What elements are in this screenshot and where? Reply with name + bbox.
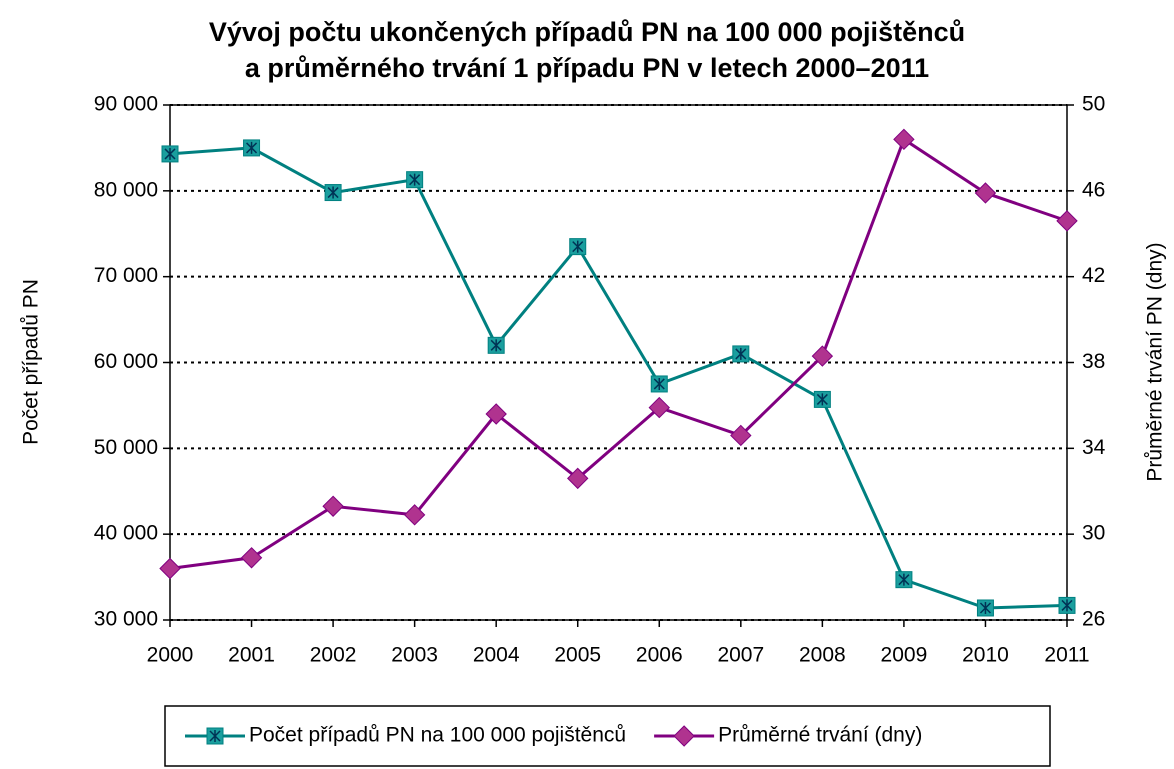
data-point	[650, 375, 668, 393]
x-tick-label: 2011	[1044, 644, 1089, 667]
data-point	[1056, 210, 1078, 232]
marker-star	[898, 573, 910, 586]
data-point	[974, 182, 997, 204]
x-tick-label: 2007	[717, 644, 764, 667]
y-tick-label: 40 000	[94, 522, 158, 545]
plot-frame	[169, 104, 1068, 621]
data-point	[813, 390, 831, 408]
y-tick-label: 60 000	[94, 350, 158, 373]
data-point	[732, 345, 750, 363]
data-point	[324, 184, 342, 202]
data-point	[1058, 596, 1076, 614]
y2-tick-label: 34	[1082, 436, 1106, 459]
y-tick-label: 80 000	[94, 178, 158, 201]
data-point	[240, 547, 263, 569]
y2-tick-label: 26	[1082, 608, 1105, 631]
marker-star	[327, 186, 339, 199]
legend-marker	[206, 727, 224, 745]
y2-tick-label: 42	[1082, 264, 1105, 287]
data-point	[406, 171, 424, 189]
y-tick-label: 50 000	[94, 436, 158, 459]
data-point	[403, 504, 426, 526]
data-point	[243, 139, 261, 157]
data-point	[648, 396, 670, 419]
y2-tick-label: 46	[1082, 178, 1105, 201]
marker-star	[490, 339, 502, 352]
legend-box	[164, 705, 1051, 767]
data-point	[161, 145, 179, 163]
y-tick-label: 70 000	[94, 264, 158, 287]
legend: Počet případů PN na 100 000 pojištěnců Pr…	[164, 705, 1051, 767]
data-point	[487, 336, 505, 354]
data-point	[322, 495, 344, 517]
marker-star	[1061, 599, 1073, 612]
marker-star	[572, 240, 584, 253]
marker-star	[735, 347, 747, 360]
data-point	[730, 424, 752, 447]
marker-star	[246, 141, 258, 154]
data-point	[811, 345, 834, 367]
y-tick-label: 90 000	[94, 93, 158, 116]
y2-tick-label: 30	[1082, 522, 1105, 545]
x-tick-label: 2006	[636, 644, 683, 667]
marker-star	[816, 393, 828, 406]
x-tick-label: 2002	[310, 644, 357, 667]
data-point	[569, 238, 587, 256]
data-point	[893, 128, 915, 151]
data-point	[895, 571, 913, 589]
marker-star	[653, 377, 665, 390]
y-tick-label: 30 000	[94, 608, 158, 631]
y2-tick-label: 50	[1082, 93, 1105, 116]
marker-star	[979, 601, 991, 614]
marker-star	[209, 730, 221, 742]
marker-star	[409, 173, 421, 186]
x-tick-label: 2000	[147, 644, 194, 667]
x-tick-label: 2003	[391, 644, 438, 667]
legend-label: Průměrné trvání (dny)	[718, 724, 922, 747]
series-line	[169, 146, 1068, 610]
x-tick-label: 2008	[799, 644, 846, 667]
x-tick-label: 2004	[473, 644, 520, 667]
y2-tick-label: 38	[1082, 350, 1105, 373]
x-tick-label: 2010	[962, 644, 1009, 667]
data-point	[485, 403, 507, 425]
y2-axis-title: Průměrné trvání PN (dny)	[1144, 242, 1167, 481]
chart-title: a průměrného trvání 1 případu PN v letec…	[245, 53, 929, 83]
x-tick-label: 2005	[554, 644, 601, 667]
marker-star	[164, 147, 176, 160]
data-point	[159, 557, 181, 580]
series-line	[169, 137, 1068, 570]
x-tick-label: 2009	[881, 644, 928, 667]
data-point	[567, 467, 589, 490]
x-tick-label: 2001	[228, 644, 275, 667]
legend-marker	[673, 725, 695, 747]
data-point	[976, 599, 994, 617]
legend-label: Počet případů PN na 100 000 pojištěnců	[249, 724, 626, 747]
chart-title: Vývoj počtu ukončených případů PN na 100…	[209, 17, 965, 47]
y-axis-title: Počet případů PN	[20, 279, 43, 445]
